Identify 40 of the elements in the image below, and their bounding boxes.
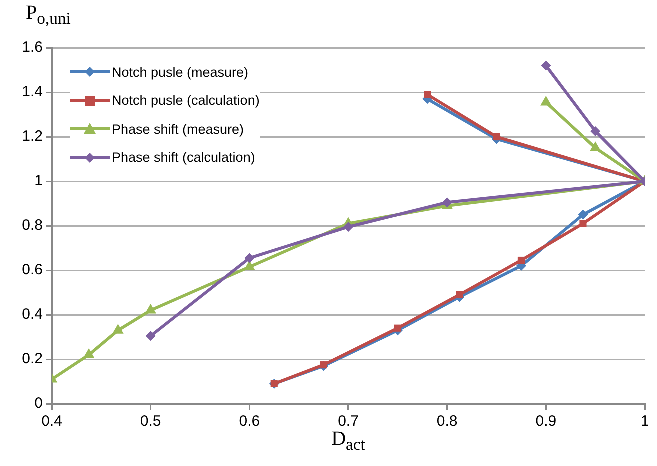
x-tick-label: 1 <box>640 413 650 430</box>
point <box>518 256 525 264</box>
y-tick-label: 0.4 <box>22 306 43 324</box>
point <box>541 60 552 71</box>
y-tick-label: 1.2 <box>22 128 43 146</box>
legend-label: Phase shift (measure) <box>112 122 244 137</box>
point <box>590 142 602 152</box>
point <box>145 304 156 314</box>
point <box>83 348 95 358</box>
point <box>112 324 124 334</box>
x-tick-label: 0.7 <box>338 413 359 430</box>
point <box>344 222 354 232</box>
x-tick-label: 0.5 <box>140 413 162 430</box>
point <box>578 210 588 220</box>
point <box>320 362 328 369</box>
point <box>580 220 587 228</box>
point <box>424 91 432 98</box>
point <box>590 126 601 136</box>
point <box>244 260 256 270</box>
y-tick-label: 1.6 <box>22 39 43 56</box>
y-tick-label: 0.2 <box>22 350 43 368</box>
y-tick-label: 1 <box>34 172 43 190</box>
point <box>540 96 552 106</box>
y-tick-label: 0 <box>34 395 43 412</box>
point <box>394 324 402 332</box>
legend-label: Notch pusle (measure) <box>112 64 249 80</box>
point <box>146 331 156 342</box>
x-tick-label: 0.6 <box>239 413 260 430</box>
point <box>244 253 255 264</box>
y-tick-label: 1.4 <box>22 84 43 101</box>
y-tick-label: 0.8 <box>22 217 43 234</box>
point <box>456 291 464 299</box>
x-tick-label: 0.9 <box>536 413 557 430</box>
y-tick-label: 0.6 <box>22 262 43 279</box>
point <box>493 133 500 141</box>
legend-label: Phase shift (calculation) <box>112 150 256 166</box>
x-tick-label: 0.8 <box>436 413 458 430</box>
x-axis-title: D$_{act}$ <box>332 428 366 454</box>
legend-label: Notch pusle (calculation) <box>112 93 260 108</box>
y-axis-title: P$_{o,uni}$ <box>26 2 71 29</box>
